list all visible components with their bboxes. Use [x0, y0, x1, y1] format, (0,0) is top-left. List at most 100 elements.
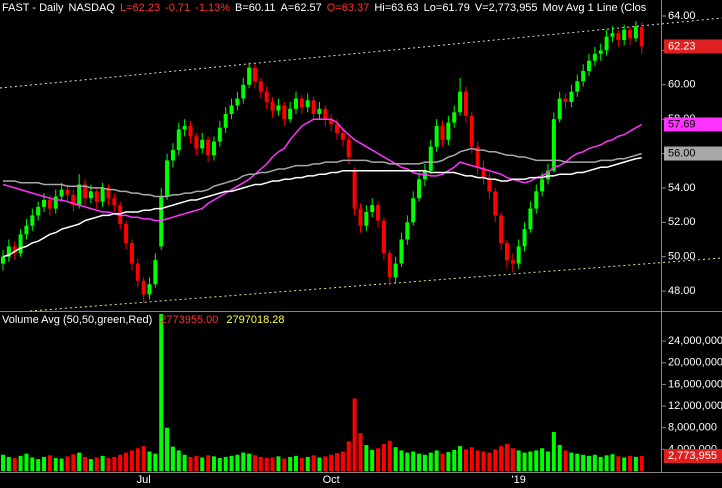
- candle-body: [422, 170, 427, 180]
- header-item: Mov Avg 1 Line (Clos: [542, 2, 647, 14]
- volume-bar: [604, 455, 609, 471]
- volume-bar: [335, 453, 340, 471]
- candle-body: [569, 91, 574, 102]
- header-item: NASDAQ: [68, 2, 115, 14]
- volume-bar: [282, 458, 287, 471]
- candle-body: [469, 115, 474, 147]
- volume-bar: [77, 452, 82, 471]
- volume-bar: [352, 398, 357, 471]
- candle-body: [487, 177, 492, 192]
- header-item: Hi=63.63: [374, 2, 419, 14]
- header-item: -1.13%: [195, 2, 231, 14]
- volume-bar: [12, 458, 17, 471]
- candle-body: [106, 187, 111, 199]
- candle-body: [112, 198, 117, 206]
- volume-bar: [499, 446, 504, 471]
- candle-body: [376, 205, 381, 221]
- candle-body: [399, 239, 404, 264]
- volume-bar: [305, 456, 310, 471]
- candle-body: [135, 263, 140, 281]
- candle-body: [36, 206, 41, 216]
- volume-bar: [135, 448, 140, 471]
- y-tick-label: 54.00: [668, 182, 696, 194]
- x-tick-label: Jul: [137, 474, 151, 486]
- candle-body: [194, 136, 199, 149]
- header-item: -0.71: [165, 2, 191, 14]
- y-tick-label: 8,000,000: [668, 422, 717, 434]
- volume-bar: [616, 456, 621, 471]
- moving-average: [2, 118, 643, 222]
- candle-body: [211, 141, 216, 156]
- volume-bar: [24, 453, 29, 471]
- volume-bar: [551, 432, 556, 471]
- volume-bar: [182, 454, 187, 471]
- candle-body: [340, 132, 345, 140]
- candle-body: [176, 129, 181, 151]
- volume-bar: [522, 452, 527, 471]
- candle-body: [504, 242, 509, 261]
- candle-body: [223, 113, 228, 128]
- candle-body: [598, 50, 603, 54]
- volume-bar: [18, 455, 23, 471]
- volume-bar: [71, 454, 76, 471]
- volume-bar: [53, 458, 58, 471]
- candle-body: [1, 256, 5, 264]
- volume-bar: [47, 455, 52, 471]
- volume-bar: [458, 446, 463, 471]
- volume-bar: [428, 452, 433, 471]
- candle-body: [18, 234, 23, 254]
- volume-bar: [252, 455, 257, 471]
- header-item: V=2,773,955: [474, 2, 538, 14]
- candle-body: [463, 91, 468, 116]
- volume-bar: [6, 456, 11, 471]
- y-tick-label: 64.00: [668, 10, 696, 22]
- last-price-label: 62.23: [668, 40, 696, 52]
- volume-bar: [1, 454, 5, 471]
- candle-body: [94, 191, 99, 202]
- volume-bar: [504, 443, 509, 471]
- candle-body: [522, 229, 527, 247]
- volume-bar: [200, 457, 205, 471]
- volume-bar: [288, 456, 293, 471]
- candle-body: [323, 108, 328, 120]
- moving-average: [2, 156, 642, 258]
- candle-body: [217, 127, 222, 142]
- candle-body: [294, 98, 298, 109]
- candle-body: [481, 167, 486, 178]
- y-tick-label: 52.00: [668, 216, 696, 228]
- header-item: Volume Avg (50,50,green,Red): [2, 314, 153, 326]
- candle-body: [563, 98, 568, 102]
- volume-bar: [264, 458, 269, 471]
- volume-bar: [36, 459, 41, 471]
- last-volume-tag: [664, 448, 722, 463]
- volume-bar: [42, 456, 47, 471]
- volume-bar: [364, 445, 369, 471]
- volume-bar: [112, 456, 117, 471]
- x-tick-label: '19: [512, 474, 526, 486]
- candle-body: [88, 191, 93, 199]
- y-tick-label: 48.00: [668, 285, 696, 297]
- volume-bar: [358, 433, 363, 471]
- volume-bar: [440, 453, 445, 471]
- volume-bar: [211, 456, 216, 471]
- candle-body: [100, 187, 105, 202]
- candle-body: [71, 194, 76, 206]
- volume-bar: [323, 456, 328, 471]
- volume-bar: [534, 450, 539, 471]
- candle-body: [475, 146, 480, 168]
- header-item: L=62.23: [120, 2, 161, 14]
- volume-bar: [598, 456, 603, 471]
- volume-bar: [106, 458, 111, 471]
- candle-body: [53, 196, 58, 209]
- volume-bar: [393, 447, 398, 471]
- volume-bar: [159, 314, 164, 471]
- candle-body: [604, 36, 609, 51]
- volume-bar: [311, 455, 316, 471]
- volume-bar: [493, 449, 498, 471]
- volume-bar: [434, 450, 439, 471]
- volume-bar: [276, 456, 281, 471]
- candle-body: [124, 224, 129, 243]
- candle-body: [12, 246, 17, 254]
- last-volume-label: 2,773,955: [668, 450, 717, 462]
